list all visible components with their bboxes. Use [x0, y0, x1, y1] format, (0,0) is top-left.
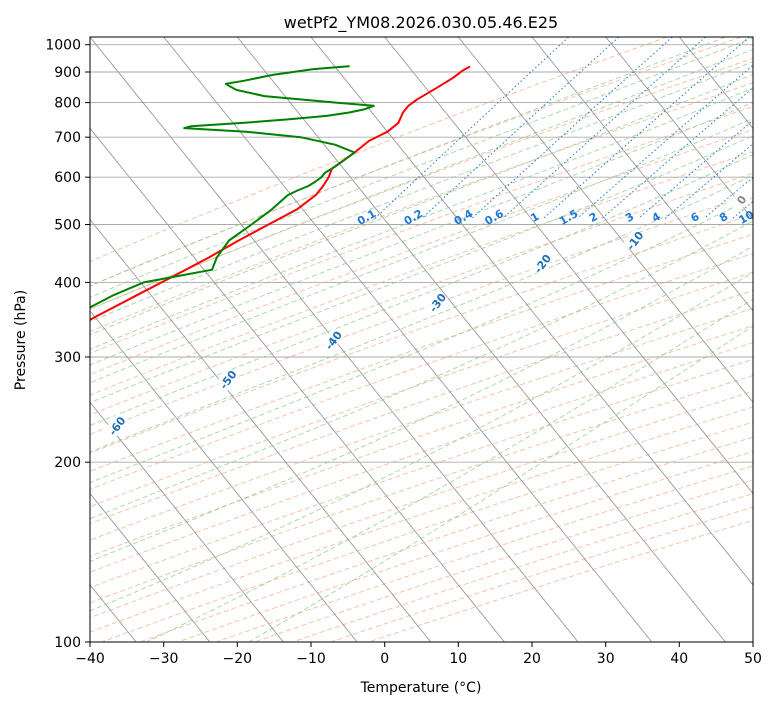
- isotherm-line: [384, 37, 753, 495]
- dewpoint-line: [90, 65, 375, 309]
- dry-adiabat-line: [90, 252, 753, 490]
- moist-adiabat-line: [90, 117, 753, 384]
- x-tick-label: 0: [380, 651, 389, 667]
- y-tick-label: 600: [54, 170, 81, 186]
- isotherm-line: [457, 37, 753, 403]
- y-tick-label: 1000: [45, 38, 81, 54]
- isotherm-line: [90, 310, 358, 642]
- mixing-ratio-label: 13: [764, 208, 775, 227]
- isotherm-line: [236, 37, 726, 642]
- isotherm-line: [90, 492, 211, 642]
- x-tick-label: 20: [523, 651, 541, 667]
- isotherm-line: [752, 37, 753, 38]
- x-tick-label: −30: [149, 651, 179, 667]
- dry-adiabat-line: [90, 37, 668, 263]
- profile-lines: [90, 65, 471, 321]
- mixing-ratio-line: [543, 37, 750, 219]
- isotherm-label-bg: [0, 463, 14, 487]
- moist-adiabat-line: [248, 325, 753, 642]
- x-axis-title: Temperature (°C): [360, 680, 482, 696]
- isotherm-line: [163, 37, 653, 642]
- x-tick-label: 50: [744, 651, 762, 667]
- dry-adiabat-line: [90, 325, 753, 557]
- isotherm-label-bg: [425, 289, 449, 315]
- isotherm-line: [531, 37, 753, 312]
- mixing-ratio-line: [471, 37, 673, 219]
- moist-adiabat-line: [90, 153, 753, 426]
- mixing-ratio-line: [374, 37, 569, 219]
- isotherm-line: [90, 218, 432, 642]
- mixing-ratio-line: [421, 37, 620, 219]
- dry-adiabat-line: [368, 519, 753, 642]
- temperature-line: [90, 65, 471, 321]
- dry-adiabat-line: [90, 37, 742, 287]
- axes: −40 −30 −20 −10 0 10 20 30 40 50 100 200 300 400 500 60…: [45, 38, 762, 667]
- y-tick-label: 900: [54, 65, 81, 81]
- dry-adiabat-line: [90, 375, 753, 604]
- isotherm-line: [0, 37, 62, 642]
- mixing-ratio-line: [755, 37, 775, 219]
- isotherm-label-bg: [622, 227, 646, 253]
- moist-adiabat-line: [90, 37, 753, 298]
- isotherm-label: -70: [0, 464, 15, 488]
- moist-adiabat-line: [90, 48, 753, 310]
- isotherm-label-bg: [104, 413, 128, 438]
- dry-adiabat-line: [254, 479, 753, 642]
- dry-adiabat-line: [90, 358, 753, 589]
- mixing-ratio-label: 10: [736, 208, 756, 227]
- dry-adiabat-line: [90, 233, 753, 472]
- dry-adiabat-line: [90, 390, 753, 619]
- moist-adiabat-line: [90, 61, 753, 323]
- mixing-ratio-line: [502, 37, 706, 219]
- moist-adiabat-line: [90, 102, 753, 366]
- dry-adiabat-line: [90, 172, 753, 416]
- y-tick-label: 700: [54, 130, 81, 146]
- x-tick-label: −40: [75, 651, 105, 667]
- mixing-ratio-line: [703, 176, 753, 219]
- isotherm-label-bg: [320, 327, 345, 352]
- moist-adiabat-line: [90, 135, 753, 404]
- isotherm-label-bg: [729, 186, 753, 212]
- moist-adiabat-line: [90, 174, 753, 453]
- isotherm-line: [605, 37, 753, 221]
- dry-adiabat-line: [177, 451, 753, 642]
- x-tick-label: −10: [296, 651, 326, 667]
- mixing-ratio-line: [637, 119, 753, 219]
- isotherm-line: [90, 127, 505, 642]
- y-tick-label: 800: [54, 96, 81, 112]
- isotherm-line: [90, 401, 284, 642]
- x-tick-label: 30: [597, 651, 615, 667]
- plot-frame: [89, 36, 754, 643]
- isotherm-line: [310, 37, 753, 586]
- dry-adiabat-line: [90, 151, 753, 396]
- moist-adiabat-line: [90, 271, 753, 612]
- y-tick-label: 300: [54, 350, 81, 366]
- dry-adiabat-line: [90, 129, 753, 376]
- isotherm-label-bg: [530, 250, 554, 276]
- x-tick-label: −20: [223, 651, 253, 667]
- dry-adiabat-line: [90, 214, 753, 454]
- y-tick-label: 200: [54, 455, 81, 471]
- isotherm-label-bg: [215, 366, 239, 392]
- dry-adiabat-line: [215, 465, 753, 642]
- y-tick-label: 400: [54, 275, 81, 291]
- y-axis-title: Pressure (hPa): [13, 290, 29, 390]
- x-tick-label: 40: [670, 651, 688, 667]
- y-tick-label: 100: [54, 635, 81, 651]
- moist-adiabat-line: [145, 298, 753, 642]
- chart-title: wetPf2_YM08.2026.030.05.46.E25: [284, 13, 558, 33]
- dry-adiabat-line: [139, 436, 753, 642]
- y-tick-label: 500: [54, 218, 81, 234]
- x-tick-label: 10: [449, 651, 467, 667]
- dry-adiabat-line: [90, 290, 753, 525]
- moist-adiabat-line: [90, 196, 753, 484]
